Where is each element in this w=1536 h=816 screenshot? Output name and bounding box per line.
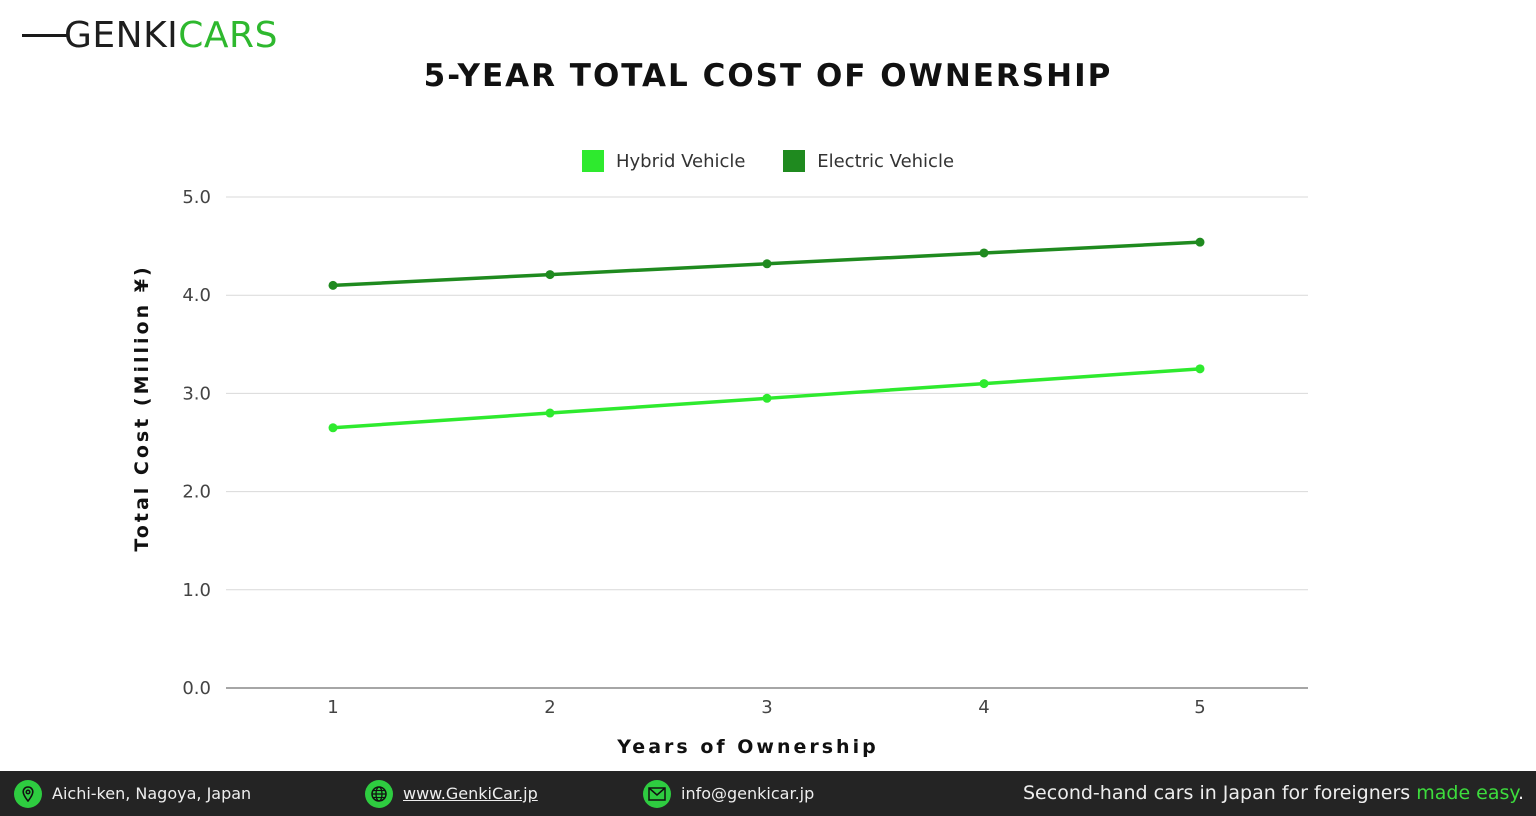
series-lines	[328, 237, 1205, 433]
x-axis-title: Years of Ownership	[616, 736, 878, 758]
legend-swatch-hybrid	[581, 150, 604, 172]
footer-website-link[interactable]: www.GenkiCar.jp	[403, 784, 538, 803]
y-tick-label: 5.0	[182, 187, 211, 208]
legend-item-electric: Electric Vehicle	[783, 150, 954, 172]
data-point-electric	[545, 270, 555, 280]
data-point-electric	[1195, 237, 1205, 247]
tagline-accent: made easy	[1416, 782, 1518, 804]
data-point-electric	[979, 248, 989, 258]
x-axis-ticks: 1 2 3 4 5	[327, 697, 1205, 718]
chart-legend: Hybrid Vehicle Electric Vehicle	[0, 150, 1536, 177]
data-point-hybrid	[979, 379, 989, 389]
legend-label-hybrid: Hybrid Vehicle	[615, 150, 746, 172]
gridlines	[226, 196, 1308, 689]
y-tick-label: 0.0	[182, 678, 211, 699]
tagline-end: .	[1517, 782, 1524, 804]
x-tick-label: 5	[1194, 697, 1205, 718]
y-tick-label: 3.0	[182, 383, 211, 404]
logo-text-cars: CARS	[178, 15, 278, 56]
footer-location-text: Aichi-ken, Nagoya, Japan	[52, 784, 252, 803]
tagline-main: Second-hand cars in Japan for foreigners	[1023, 782, 1417, 804]
data-point-electric	[328, 280, 338, 290]
globe-icon	[365, 779, 393, 808]
legend-label-electric: Electric Vehicle	[817, 150, 955, 172]
footer-location: Aichi-ken, Nagoya, Japan	[14, 771, 251, 816]
data-point-hybrid	[545, 408, 555, 418]
location-pin-icon	[14, 779, 42, 808]
brand-logo: GENKICARS	[22, 14, 278, 58]
y-axis-ticks: 0.0 1.0 2.0 3.0 4.0 5.0	[182, 187, 211, 699]
y-tick-label: 4.0	[182, 285, 211, 306]
footer-email[interactable]: info@genkicar.jp	[643, 771, 814, 816]
logo-text-genki: GENKI	[64, 15, 179, 56]
y-axis-title: Total Cost (Million ¥)	[131, 264, 153, 551]
x-tick-label: 2	[544, 697, 555, 718]
x-tick-label: 4	[978, 697, 989, 718]
data-point-hybrid	[328, 423, 338, 433]
footer-bar: Aichi-ken, Nagoya, Japan www.GenkiCar.jp…	[0, 771, 1536, 816]
chart-title: 5-YEAR TOTAL COST OF OWNERSHIP	[423, 58, 1113, 94]
data-point-hybrid	[762, 393, 772, 403]
y-tick-label: 1.0	[182, 580, 211, 601]
envelope-icon	[643, 779, 671, 808]
footer-email-text[interactable]: info@genkicar.jp	[681, 784, 815, 803]
data-point-hybrid	[1195, 364, 1205, 374]
line-chart: 0.0 1.0 2.0 3.0 4.0 5.0 1 2 3 4 5 Years of Owners…	[131, 187, 1308, 758]
y-tick-label: 2.0	[182, 482, 211, 503]
data-point-electric	[762, 259, 772, 269]
footer-website[interactable]: www.GenkiCar.jp	[365, 771, 538, 816]
footer-tagline: Second-hand cars in Japan for foreigners…	[1023, 771, 1524, 816]
logo-dash	[22, 34, 68, 37]
x-tick-label: 1	[327, 697, 338, 718]
legend-swatch-electric	[783, 150, 806, 172]
legend-item-hybrid: Hybrid Vehicle	[581, 150, 746, 172]
x-tick-label: 3	[761, 697, 772, 718]
